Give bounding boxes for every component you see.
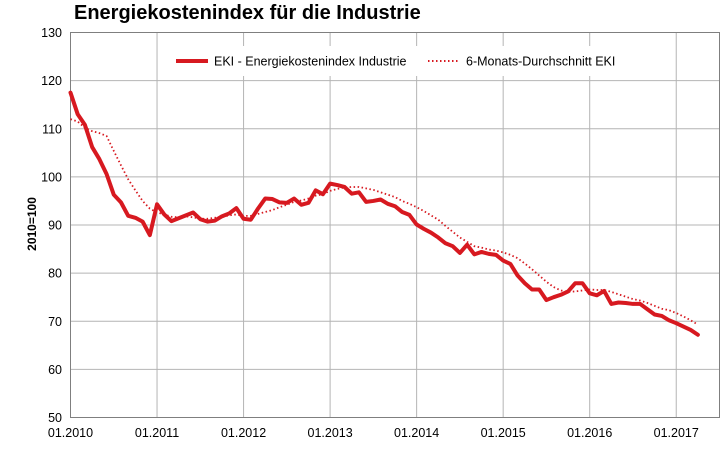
y-tick-label: 100 [41, 170, 62, 184]
chart-title: Energiekostenindex für die Industrie [74, 2, 421, 24]
grid-layer [70, 32, 720, 418]
y-tick-label: 90 [48, 219, 62, 233]
y-tick-label: 120 [41, 74, 62, 88]
y-tick-label: 50 [48, 411, 62, 425]
series-layer [68, 90, 700, 337]
x-tick-label: 01.2016 [567, 426, 612, 440]
x-tick-label: 01.2012 [221, 426, 266, 440]
legend-label-eki: EKI - Energiekostenindex Industrie [214, 55, 407, 69]
y-axis-ticks: 50 60 70 80 90 100 110 120 130 [41, 26, 62, 425]
y-tick-label: 60 [48, 363, 62, 377]
legend: EKI - Energiekostenindex Industrie 6-Mon… [160, 46, 640, 76]
y-tick-label: 110 [42, 122, 62, 136]
series-line-eki [68, 90, 700, 337]
x-axis-ticks: 01.2010 01.2011 01.2012 01.2013 01.2014 01.20… [48, 426, 699, 440]
plot-frame [70, 32, 720, 418]
y-tick-label: 70 [48, 315, 62, 329]
x-tick-label: 01.2015 [481, 426, 526, 440]
legend-label-6m-average: 6-Monats-Durchschnitt EKI [466, 55, 615, 69]
x-tick-label: 01.2011 [135, 426, 179, 440]
x-tick-label: 01.2010 [48, 426, 93, 440]
x-tick-label: 01.2014 [394, 426, 439, 440]
x-tick-label: 01.2013 [308, 426, 353, 440]
x-tick-label: 01.2017 [654, 426, 699, 440]
y-tick-label: 130 [41, 26, 62, 40]
y-axis-label: 2010=100 [25, 197, 39, 251]
legend-box [160, 46, 640, 76]
series-line-6m-average [70, 118, 699, 326]
y-tick-label: 80 [48, 267, 62, 281]
